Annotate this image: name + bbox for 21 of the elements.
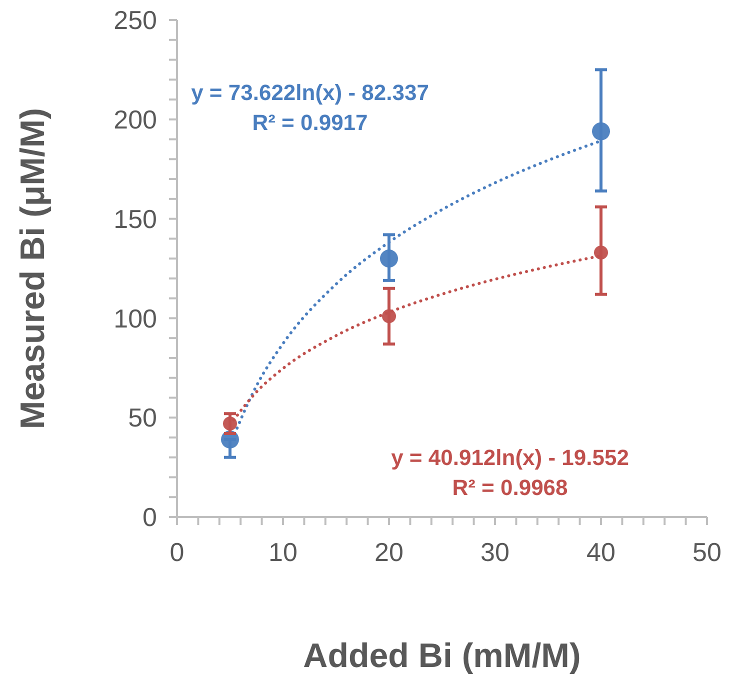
x-tick-label: 10 <box>268 537 298 567</box>
x-axis-title: Added Bi (mM/M) <box>303 637 581 675</box>
y-tick-label: 150 <box>114 204 157 234</box>
x-tick-label: 30 <box>480 537 510 567</box>
point <box>382 309 396 324</box>
y-tick-label: 200 <box>114 104 157 134</box>
point <box>594 246 608 260</box>
x-tick-label: 0 <box>170 537 184 567</box>
point <box>592 122 610 140</box>
annotation: y = 73.622ln(x) - 82.337 R² = 0.9917 <box>191 80 429 135</box>
y-tick-label: 50 <box>128 402 157 433</box>
point <box>380 250 398 268</box>
y-axis-title: Measured Bi (μM/M) <box>14 108 52 430</box>
y-tick-label: 100 <box>114 303 157 334</box>
x-tick-label: 50 <box>692 537 722 567</box>
y-tick-label: 250 <box>114 5 157 36</box>
x-tick-label: 40 <box>586 537 616 567</box>
annotation: y = 40.912ln(x) - 19.552 R² = 0.9968 <box>391 445 629 500</box>
y-tick-label: 0 <box>142 502 157 532</box>
x-tick-label: 20 <box>374 537 404 567</box>
point <box>223 416 237 431</box>
